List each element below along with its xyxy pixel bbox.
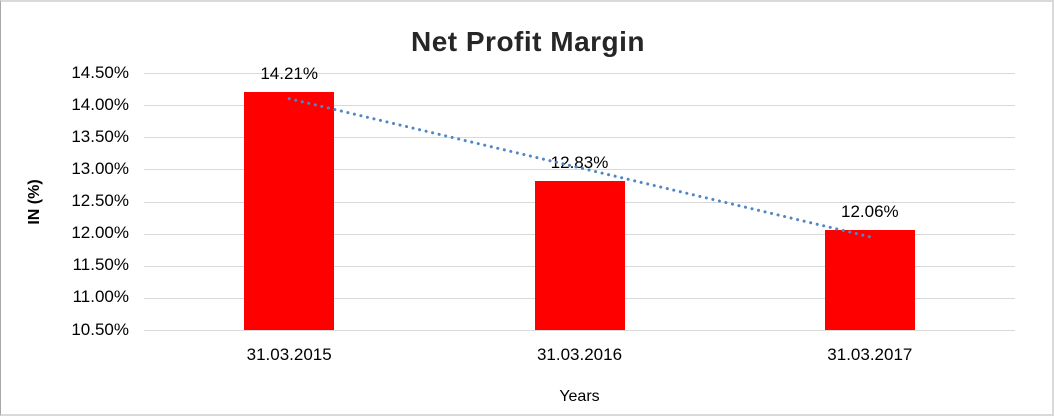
gridline — [144, 73, 1015, 74]
y-tick-label: 13.00% — [71, 158, 129, 178]
bar-31.03.2017 — [824, 230, 915, 331]
x-category-label: 31.03.2016 — [536, 345, 623, 364]
y-tick-label: 10.50% — [71, 319, 129, 339]
y-tick-label: 14.50% — [71, 62, 129, 82]
y-tick-label: 11.00% — [72, 287, 129, 307]
y-tick-label: 12.50% — [71, 191, 129, 210]
bar-31.03.2015 — [244, 92, 335, 331]
y-tick-label: 13.50% — [71, 126, 129, 146]
bar-31.03.2016 — [534, 180, 625, 331]
x-axis-title: Years — [559, 388, 600, 405]
y-tick-label: 12.00% — [71, 223, 129, 243]
y-tick-label: 14.00% — [71, 94, 129, 114]
x-category-label: 31.03.2015 — [246, 345, 332, 364]
x-category-label: 31.03.2017 — [827, 345, 913, 364]
gridline — [144, 330, 1015, 331]
bar-data-label: 12.83% — [550, 152, 609, 172]
bar-data-label: 14.21% — [260, 64, 318, 84]
bar-data-label: 12.06% — [840, 202, 899, 222]
chart-title: Net Profit Margin — [410, 26, 646, 57]
y-tick-label: 11.50% — [72, 255, 129, 275]
